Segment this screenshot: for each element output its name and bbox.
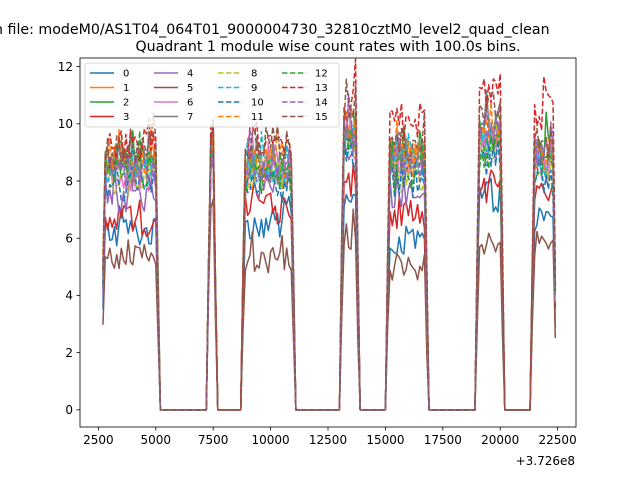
legend-label: 9: [251, 83, 257, 94]
legend-label: 15: [315, 112, 328, 123]
legend-label: 7: [187, 112, 193, 123]
x-tick-label: 17500: [424, 433, 462, 447]
legend-box: [84, 62, 340, 128]
y-tick-label: 12: [58, 60, 73, 74]
x-tick-label: 20000: [481, 433, 519, 447]
figure-suptitle: n file: modeM0/AS1T04_064T01_9000004730_…: [0, 22, 550, 38]
y-tick-label: 2: [65, 346, 73, 360]
legend-label: 0: [123, 69, 129, 80]
legend-label: 10: [251, 98, 264, 109]
x-tick-label: 7500: [198, 433, 229, 447]
series-line-14: [102, 93, 557, 411]
x-axis-offset-label: +3.726e8: [516, 454, 575, 468]
x-tick-label: 2500: [83, 433, 114, 447]
legend-label: 5: [187, 83, 193, 94]
legend-label: 2: [123, 98, 129, 109]
y-tick-label: 4: [65, 289, 73, 303]
legend-label: 3: [123, 112, 129, 123]
series-line-15: [102, 78, 557, 411]
y-tick-label: 0: [65, 403, 73, 417]
x-tick-label: 5000: [141, 433, 172, 447]
x-tick-label: 22500: [539, 433, 577, 447]
chart-title: Quadrant 1 module wise count rates with …: [135, 39, 520, 55]
legend-label: 8: [251, 69, 257, 80]
axes: 2500 5000 7500 10000 12500 15000 17500 20000 225…: [58, 57, 577, 447]
legend-label: 11: [251, 112, 264, 123]
y-tick-label: 10: [58, 117, 73, 131]
legend-label: 13: [315, 83, 328, 94]
y-tick-label: 8: [65, 174, 73, 188]
legend-label: 4: [187, 69, 193, 80]
plot-area: [102, 58, 557, 411]
legend-label: 12: [315, 69, 328, 80]
legend-label: 6: [187, 98, 193, 109]
x-tick-label: 12500: [309, 433, 347, 447]
x-tick-label: 15000: [366, 433, 404, 447]
legend-label: 1: [123, 83, 129, 94]
y-tick-label: 6: [65, 232, 73, 246]
x-tick-label: 10000: [251, 433, 289, 447]
legend-label: 14: [315, 98, 328, 109]
